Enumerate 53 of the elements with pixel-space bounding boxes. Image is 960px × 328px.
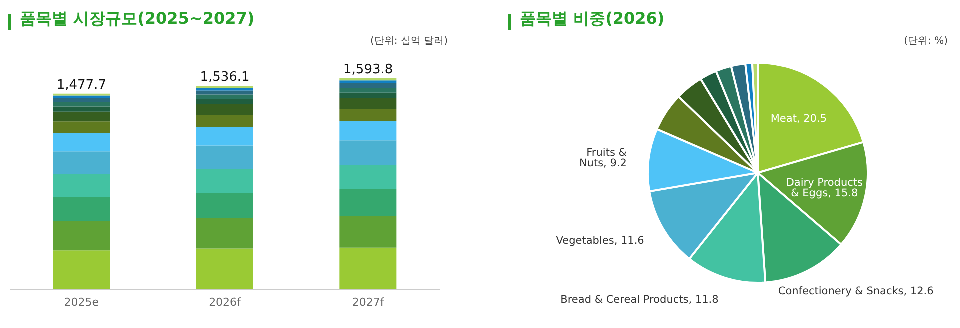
bar [340, 248, 397, 290]
bar [196, 104, 254, 116]
annotation: 1,536.1 [200, 70, 250, 86]
text: (단위: %) [904, 35, 948, 48]
bar [196, 88, 254, 91]
bar [53, 102, 110, 107]
bar [340, 110, 397, 122]
text: (단위: 십억 달러) [370, 35, 448, 48]
bar [340, 98, 397, 110]
bar [340, 88, 397, 93]
bar [196, 94, 254, 100]
bar [340, 92, 397, 99]
bar [53, 221, 110, 251]
bar [53, 152, 110, 174]
bar [196, 248, 254, 290]
bar [196, 99, 254, 104]
bar [340, 84, 397, 88]
bar [53, 96, 110, 98]
bar [53, 98, 110, 102]
bar [340, 80, 397, 84]
bar [53, 112, 110, 122]
slice-label: Meat, 20.5 [770, 113, 828, 126]
x-tick-label: 2025e [64, 296, 100, 309]
bar [340, 78, 397, 81]
slice-label: Bread & Cereal Products, 11.8 [560, 294, 719, 306]
bar [340, 121, 397, 141]
bar [196, 115, 254, 128]
bar [196, 90, 254, 95]
x-tick-label: 2026f [209, 296, 242, 309]
bar [53, 106, 110, 112]
slice-label: Vegetables, 11.6 [556, 234, 645, 247]
bar [196, 146, 254, 170]
bar [53, 122, 110, 134]
bar [53, 250, 110, 290]
bar [340, 164, 397, 190]
annotation: 1,593.8 [344, 62, 394, 78]
bar [340, 190, 397, 216]
bar [196, 193, 254, 218]
chart-title: 품목별 시장규모(2025~2027) [20, 9, 255, 30]
bar [53, 133, 110, 152]
bar [340, 140, 397, 165]
slice-label: Dairy Products & Eggs, 15.8 [786, 176, 863, 200]
bar [196, 127, 254, 146]
bar [196, 218, 254, 249]
bar [196, 169, 254, 194]
bar [53, 174, 110, 198]
bar [340, 216, 397, 248]
chart-title: 품목별 비중(2026) [520, 9, 665, 30]
slice-label: Fruits & Nuts, 9.2 [579, 146, 627, 170]
x-tick-label: 2027f [352, 296, 386, 309]
bar [53, 197, 110, 222]
slice-label: Confectionery & Snacks, 12.6 [778, 286, 934, 298]
annotation: 1,477.7 [56, 78, 106, 93]
